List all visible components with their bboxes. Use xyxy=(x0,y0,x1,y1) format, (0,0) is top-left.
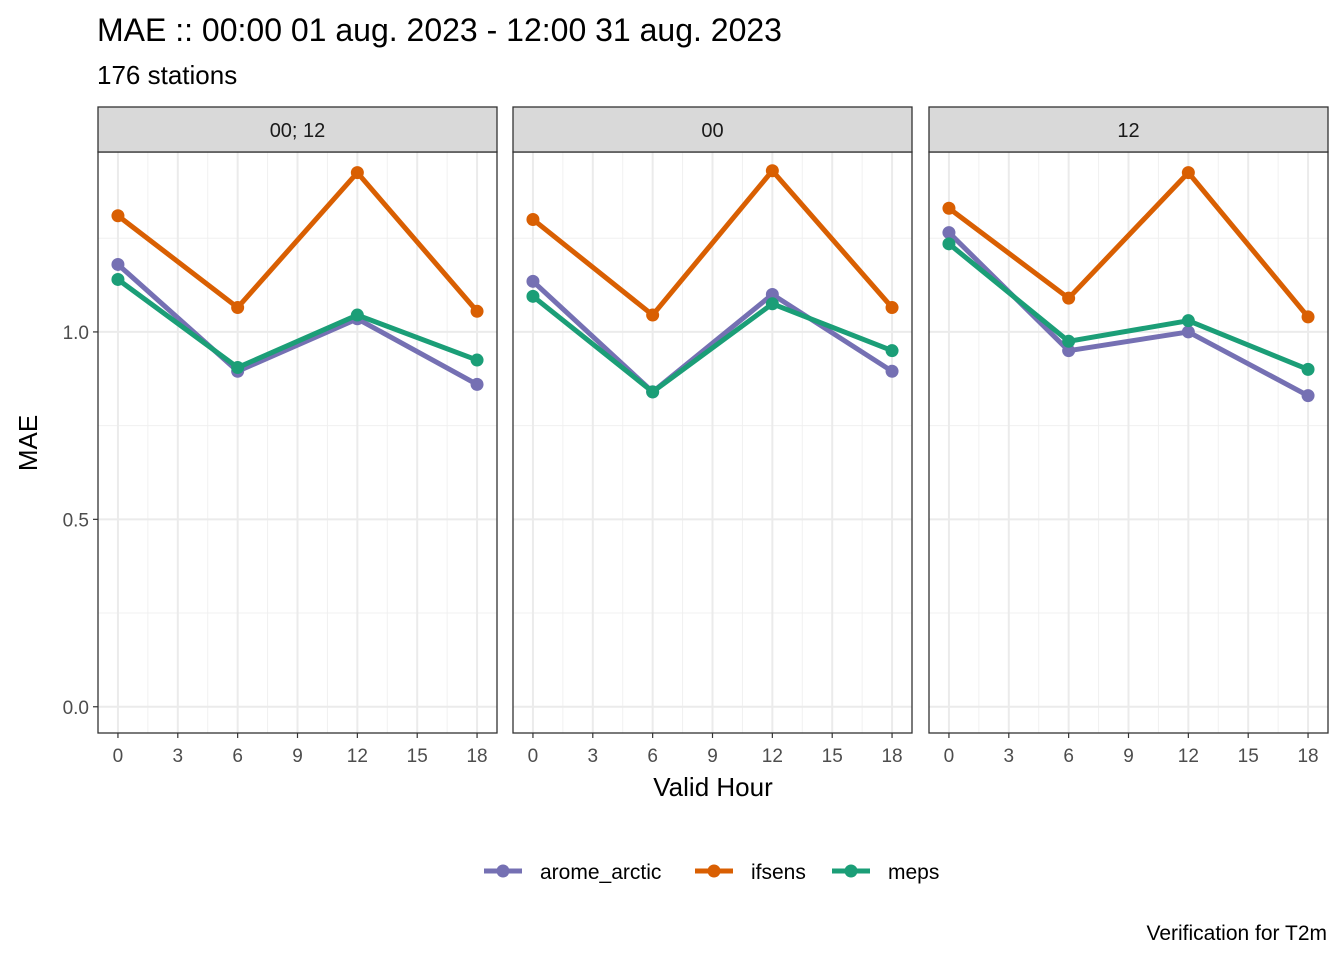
data-point-ifsens xyxy=(350,166,364,180)
data-point-ifsens xyxy=(646,308,660,322)
chart-subtitle: 176 stations xyxy=(97,60,237,90)
legend: arome_arctic ifsens meps xyxy=(484,861,939,884)
y-tick-label: 0.0 xyxy=(63,698,89,719)
data-point-arome_arctic xyxy=(942,226,956,240)
series-line-ifsens xyxy=(947,170,1310,319)
x-tick-label: 12 xyxy=(762,746,783,767)
data-point-meps xyxy=(646,385,660,399)
legend-key-point xyxy=(707,864,721,878)
facet-strip-label: 12 xyxy=(1117,120,1139,142)
x-tick-label: 15 xyxy=(1238,746,1259,767)
chart-title: MAE :: 00:00 01 aug. 2023 - 12:00 31 aug… xyxy=(97,12,782,48)
data-point-ifsens xyxy=(1062,291,1076,305)
legend-item-ifsens: ifsens xyxy=(695,861,806,884)
x-tick-label: 12 xyxy=(347,746,368,767)
data-point-meps xyxy=(1181,314,1195,328)
y-axis-ticks: 0.0 0.5 1.0 xyxy=(63,323,98,719)
data-point-ifsens xyxy=(765,164,779,178)
data-point-arome_arctic xyxy=(470,377,484,391)
data-point-meps xyxy=(111,272,125,286)
data-point-arome_arctic xyxy=(1062,344,1076,358)
facet-strip xyxy=(928,106,1329,153)
x-tick-label: 9 xyxy=(707,746,718,767)
legend-item-arome_arctic: arome_arctic xyxy=(484,861,661,884)
facet-panel: 00; 12 0 3 6 9 12 15 18 xyxy=(97,106,498,767)
x-tick-label: 18 xyxy=(881,746,902,767)
data-point-meps xyxy=(1062,334,1076,348)
data-point-ifsens xyxy=(470,304,484,318)
legend-label: meps xyxy=(888,861,939,884)
x-tick-label: 3 xyxy=(173,746,184,767)
data-point-arome_arctic xyxy=(885,364,899,378)
facet-strip-label: 00 xyxy=(701,120,723,142)
data-point-ifsens xyxy=(885,301,899,315)
chart-caption: Verification for T2m xyxy=(1146,922,1327,945)
x-tick-label: 9 xyxy=(1123,746,1134,767)
data-point-meps xyxy=(231,361,245,375)
data-point-meps xyxy=(470,353,484,367)
x-tick-label: 15 xyxy=(822,746,843,767)
legend-label: arome_arctic xyxy=(540,861,661,884)
series-line-arome_arctic xyxy=(531,279,894,395)
x-tick-label: 15 xyxy=(407,746,428,767)
y-tick-label: 1.0 xyxy=(63,323,89,344)
series-line-ifsens xyxy=(531,168,894,318)
x-tick-label: 12 xyxy=(1178,746,1199,767)
data-point-meps xyxy=(885,344,899,358)
facet-strip xyxy=(97,106,498,153)
x-tick-label: 18 xyxy=(1297,746,1318,767)
x-axis-label: Valid Hour xyxy=(653,772,773,802)
data-point-ifsens xyxy=(1181,166,1195,180)
series-line-meps xyxy=(947,241,1309,372)
facet-panel: 12 0 3 6 9 12 15 18 xyxy=(928,106,1329,767)
x-tick-label: 0 xyxy=(944,746,955,767)
data-point-ifsens xyxy=(942,201,956,215)
facet-panel: 000 3 6 9 12 15 18 xyxy=(512,106,913,767)
x-tick-label: 6 xyxy=(647,746,658,767)
data-point-meps xyxy=(526,289,540,303)
legend-item-meps: meps xyxy=(832,861,939,884)
series-line-ifsens xyxy=(116,170,479,313)
data-point-arome_arctic xyxy=(526,274,540,288)
x-tick-label: 3 xyxy=(1004,746,1015,767)
x-tick-label: 0 xyxy=(113,746,124,767)
x-tick-label: 9 xyxy=(292,746,303,767)
x-tick-label: 6 xyxy=(1063,746,1074,767)
series-line-arome_arctic xyxy=(116,262,479,387)
data-point-ifsens xyxy=(526,212,540,226)
legend-label: ifsens xyxy=(751,861,806,884)
data-point-arome_arctic xyxy=(1181,325,1195,339)
data-point-arome_arctic xyxy=(111,257,125,271)
y-axis-label: MAE xyxy=(13,415,43,471)
data-point-ifsens xyxy=(231,301,245,315)
series-line-meps xyxy=(531,294,893,395)
data-point-meps xyxy=(942,237,956,251)
x-tick-label: 6 xyxy=(232,746,243,767)
data-point-ifsens xyxy=(1301,310,1315,324)
data-point-ifsens xyxy=(111,209,125,223)
data-point-meps xyxy=(765,297,779,311)
x-tick-label: 0 xyxy=(528,746,539,767)
data-point-arome_arctic xyxy=(765,287,779,301)
data-point-arome_arctic xyxy=(1301,389,1315,403)
legend-key-point xyxy=(496,864,510,878)
facet-strip xyxy=(512,106,913,153)
legend-key-point xyxy=(844,864,858,878)
data-point-meps xyxy=(350,308,364,322)
facet-strip-label: 00; 12 xyxy=(270,120,326,142)
series-line-meps xyxy=(116,277,478,371)
y-tick-label: 0.5 xyxy=(63,510,89,531)
x-tick-label: 3 xyxy=(588,746,599,767)
data-point-meps xyxy=(1301,362,1315,376)
x-tick-label: 18 xyxy=(466,746,487,767)
